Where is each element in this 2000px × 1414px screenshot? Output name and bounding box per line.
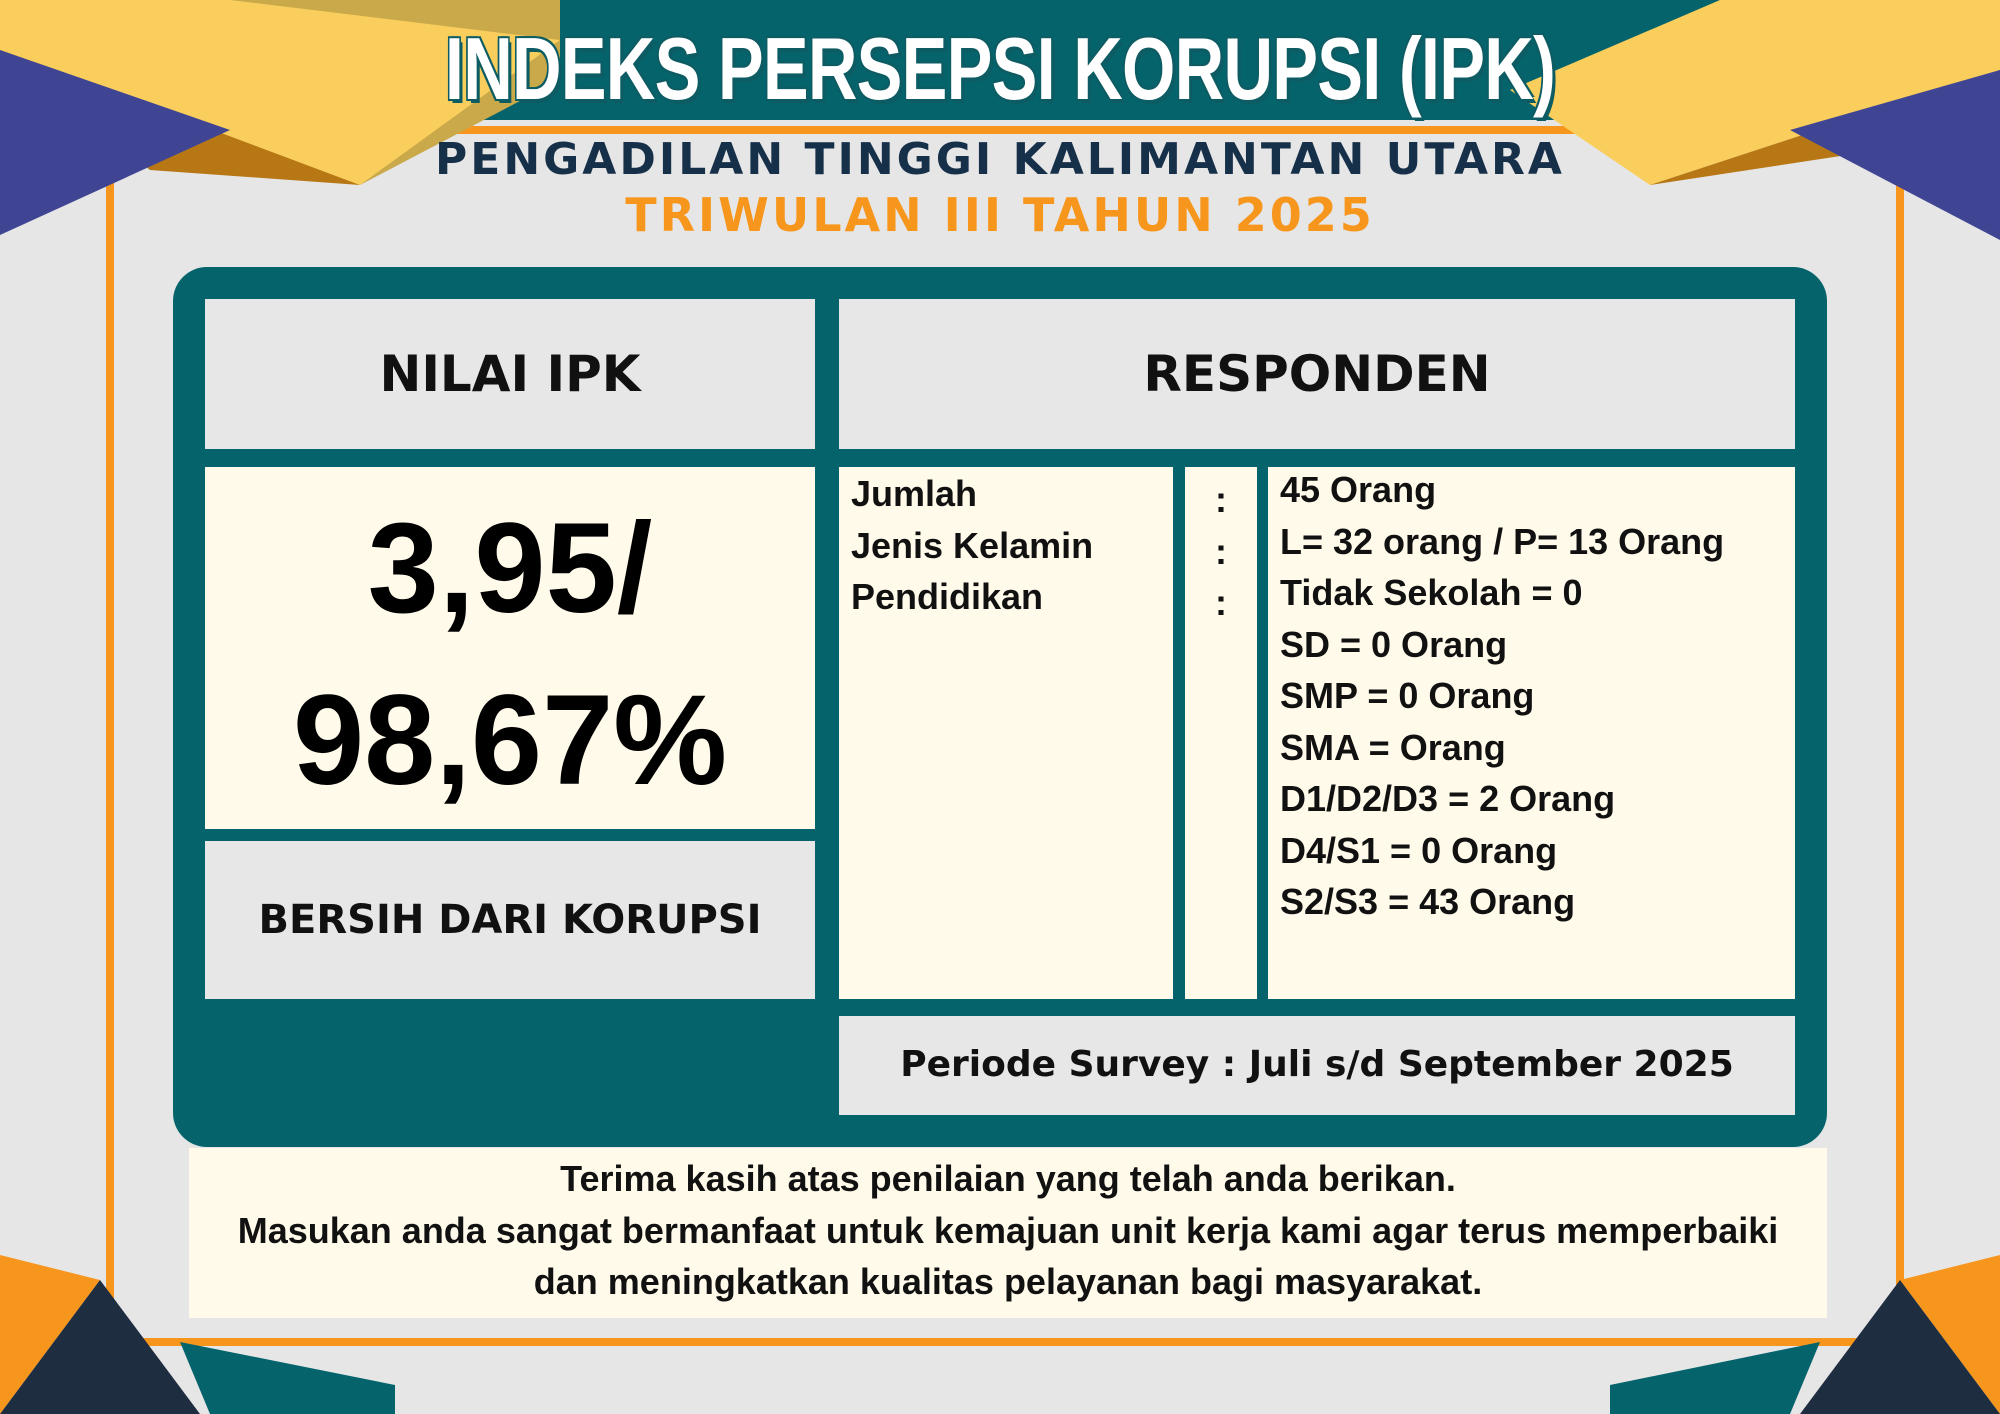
label-pendidikan: Pendidikan	[851, 576, 1044, 617]
ipk-heading: NILAI IPK	[379, 345, 641, 403]
value-d4-s1: D4/S1 = 0 Orang	[1280, 830, 1558, 871]
value-s2-s3: S2/S3 = 43 Orang	[1280, 881, 1576, 922]
periode-cell: Periode Survey : Juli s/d September 2025	[839, 1016, 1795, 1115]
periode-survey: Periode Survey : Juli s/d September 2025	[900, 1044, 1734, 1085]
colon: :	[1215, 531, 1227, 572]
value-jumlah: 45 Orang	[1280, 469, 1437, 510]
ipk-panel: NILAI IPK 3,95/ 98,67% BERSIH DARI KORUP…	[173, 267, 1827, 1147]
label-jenis-kelamin: Jenis Kelamin	[851, 525, 1094, 566]
responden-heading-cell: RESPONDEN	[839, 299, 1795, 449]
ipk-score-line2: 98,67%	[292, 669, 728, 812]
note-line: Terima kasih atas penilaian yang telah a…	[560, 1158, 1456, 1199]
thank-you-note: Terima kasih atas penilaian yang telah a…	[189, 1148, 1827, 1318]
ipk-heading-cell: NILAI IPK	[205, 299, 815, 449]
ipk-category: BERSIH DARI KORUPSI	[258, 897, 762, 943]
responden-values-cell: 45 Orang L= 32 orang / P= 13 Orang Tidak…	[1268, 467, 1795, 999]
ipk-score-line1: 3,95/	[367, 497, 653, 640]
value-sd: SD = 0 Orang	[1280, 624, 1508, 665]
value-jenis-kelamin: L= 32 orang / P= 13 Orang	[1280, 521, 1725, 562]
note-line: Masukan anda sangat bermanfaat untuk kem…	[237, 1210, 1779, 1251]
colon: :	[1215, 479, 1227, 520]
note-line: dan meningkatkan kualitas pelayanan bagi…	[533, 1261, 1483, 1302]
ipk-score-cell: 3,95/ 98,67%	[205, 467, 815, 829]
responden-heading: RESPONDEN	[1143, 345, 1491, 403]
responden-colons-cell: : : :	[1185, 467, 1257, 999]
value-sma: SMA = Orang	[1280, 727, 1506, 768]
page-title: INDEKS PERSEPSI KORUPSI (IPK)	[444, 19, 1556, 118]
ipk-category-cell: BERSIH DARI KORUPSI	[205, 841, 815, 999]
label-jumlah: Jumlah	[851, 473, 978, 514]
period-heading: TRIWULAN III TAHUN 2025	[625, 188, 1375, 242]
colon: :	[1215, 582, 1227, 623]
institution-name: PENGADILAN TINGGI KALIMANTAN UTARA	[435, 134, 1565, 185]
value-d1-d2-d3: D1/D2/D3 = 2 Orang	[1280, 778, 1616, 819]
value-tidak-sekolah: Tidak Sekolah = 0	[1280, 572, 1583, 613]
responden-labels-cell: Jumlah Jenis Kelamin Pendidikan	[839, 467, 1173, 999]
value-smp: SMP = 0 Orang	[1280, 675, 1535, 716]
